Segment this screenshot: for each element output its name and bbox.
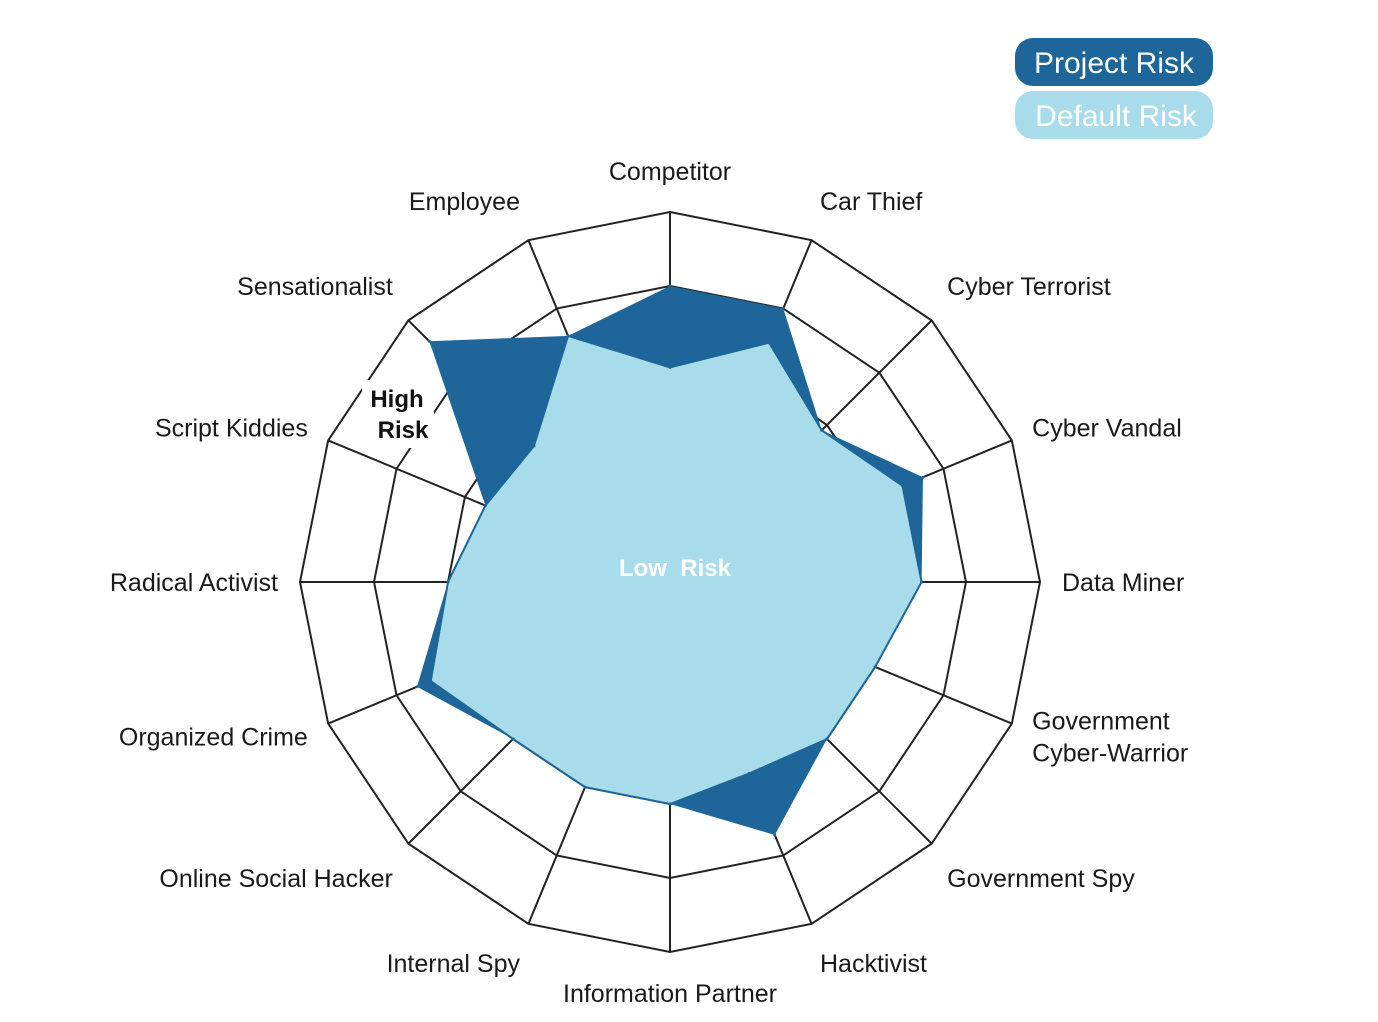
- axis-label-line: Employee: [409, 188, 520, 216]
- point-default-risk-organized-crime: [429, 679, 433, 683]
- point-default-risk-script-kiddies: [483, 504, 487, 508]
- legend-swatch-project-risk: [1015, 38, 1213, 86]
- point-project-risk-hacktivist: [773, 833, 777, 837]
- high-risk-line-1: High: [370, 386, 423, 413]
- axis-labels: Competitor Car Thief Cyber Terrorist Cyber …: [110, 158, 1188, 1008]
- point-default-risk-government-spy: [825, 737, 829, 741]
- axis-label-line: Organized Crime: [119, 724, 308, 752]
- point-default-risk-hacktivist: [747, 771, 751, 775]
- point-default-risk-cyber-terrorist: [820, 428, 824, 432]
- point-project-risk-competitor: [668, 284, 672, 288]
- axis-label-line: Online Social Hacker: [159, 865, 392, 893]
- axis-label-organized-crime: Organized Crime: [119, 724, 308, 752]
- axis-label-car-thief: Car Thief: [820, 188, 922, 216]
- axis-label-line: Competitor: [609, 158, 731, 186]
- axis-label-line: Data Miner: [1062, 569, 1184, 597]
- point-default-risk-competitor: [668, 365, 672, 369]
- point-default-risk-cyber-vandal: [900, 484, 904, 488]
- point-default-risk-data-miner: [920, 580, 924, 584]
- axis-label-government-spy: Government Spy: [947, 865, 1135, 893]
- axis-label-line: Cyber Vandal: [1032, 414, 1182, 442]
- axis-label-line: Radical Activist: [110, 569, 278, 597]
- axis-label-script-kiddies: Script Kiddies: [155, 414, 308, 442]
- axis-label-cyber-terrorist: Cyber Terrorist: [947, 273, 1111, 301]
- axis-label-line: Internal Spy: [387, 950, 521, 978]
- point-default-risk-sensationalist: [532, 444, 536, 448]
- legend: Project Risk Default Risk: [1015, 38, 1213, 139]
- axis-label-line: Hacktivist: [820, 950, 927, 978]
- axis-label-online-social-hacker: Online Social Hacker: [159, 865, 392, 893]
- axis-label-line: Government Spy: [947, 865, 1135, 893]
- axis-label-data-miner: Data Miner: [1062, 569, 1184, 597]
- legend-label-default-risk: Default Risk: [1035, 100, 1198, 133]
- axis-label-line: Cyber Terrorist: [947, 273, 1111, 301]
- axis-label-employee: Employee: [409, 188, 520, 216]
- low-risk-label: Low Risk: [619, 555, 732, 582]
- axis-label-line: Cyber-Warrior: [1032, 740, 1188, 768]
- axis-label-government-cyber-warrior: Government Cyber-Warrior: [1032, 708, 1188, 768]
- axis-label-information-partner: Information Partner: [563, 980, 777, 1008]
- axis-label-line: Script Kiddies: [155, 414, 308, 442]
- axis-label-line: Car Thief: [820, 188, 922, 216]
- axis-label-hacktivist: Hacktivist: [820, 950, 927, 978]
- series-layer: [415, 284, 925, 837]
- point-default-risk-radical-activist: [446, 580, 450, 584]
- axis-label-line: Information Partner: [563, 980, 777, 1008]
- point-default-risk-car-thief: [767, 341, 771, 345]
- point-default-risk-government-cyber-warrior: [873, 665, 877, 669]
- legend-item-default-risk: Default Risk: [1015, 91, 1213, 139]
- high-risk-label: High Risk: [362, 380, 434, 448]
- point-default-risk-employee: [566, 334, 570, 338]
- point-project-risk-sensationalist: [427, 339, 431, 343]
- point-project-risk-organized-crime: [415, 685, 419, 689]
- axis-label-sensationalist: Sensationalist: [237, 273, 393, 301]
- point-default-risk-internal-spy: [583, 785, 587, 789]
- axis-label-line: Sensationalist: [237, 273, 393, 301]
- point-default-risk-online-social-hacker: [511, 737, 515, 741]
- legend-swatch-default-risk: [1015, 91, 1213, 139]
- axis-label-cyber-vandal: Cyber Vandal: [1032, 414, 1182, 442]
- legend-item-project-risk: Project Risk: [1015, 38, 1213, 86]
- axis-label-competitor: Competitor: [609, 158, 731, 186]
- axis-label-radical-activist: Radical Activist: [110, 569, 278, 597]
- axis-label-line: Government: [1032, 708, 1170, 736]
- point-default-risk-information-partner: [668, 802, 672, 806]
- point-project-risk-car-thief: [781, 307, 785, 311]
- axis-label-internal-spy: Internal Spy: [387, 950, 521, 978]
- point-project-risk-cyber-vandal: [921, 475, 925, 479]
- high-risk-line-2: Risk: [378, 417, 429, 444]
- legend-label-project-risk: Project Risk: [1034, 47, 1195, 80]
